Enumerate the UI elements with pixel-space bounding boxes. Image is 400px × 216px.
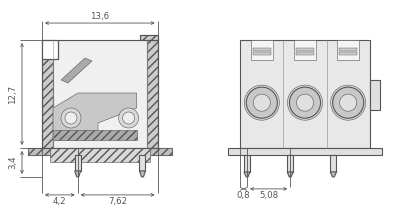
Circle shape bbox=[244, 85, 279, 120]
Circle shape bbox=[296, 94, 314, 111]
Polygon shape bbox=[42, 40, 53, 148]
Text: 3,4: 3,4 bbox=[8, 156, 18, 169]
Polygon shape bbox=[287, 155, 293, 172]
Polygon shape bbox=[296, 48, 314, 51]
Polygon shape bbox=[370, 80, 380, 110]
Circle shape bbox=[61, 108, 81, 128]
Polygon shape bbox=[339, 52, 358, 55]
Polygon shape bbox=[42, 40, 58, 59]
Circle shape bbox=[65, 112, 77, 124]
Polygon shape bbox=[339, 48, 358, 51]
Polygon shape bbox=[287, 172, 293, 177]
Polygon shape bbox=[240, 40, 370, 148]
Polygon shape bbox=[330, 172, 336, 177]
Polygon shape bbox=[244, 155, 250, 172]
Polygon shape bbox=[296, 52, 314, 55]
Circle shape bbox=[122, 112, 134, 124]
Polygon shape bbox=[250, 40, 273, 60]
Polygon shape bbox=[75, 155, 81, 171]
Polygon shape bbox=[294, 40, 316, 60]
Circle shape bbox=[253, 94, 270, 111]
Text: 13,6: 13,6 bbox=[90, 11, 109, 21]
Polygon shape bbox=[53, 130, 136, 140]
Polygon shape bbox=[244, 172, 250, 177]
Polygon shape bbox=[61, 58, 92, 83]
Text: 12,7: 12,7 bbox=[8, 84, 18, 104]
Polygon shape bbox=[252, 52, 271, 55]
Circle shape bbox=[331, 85, 366, 120]
Polygon shape bbox=[140, 171, 146, 177]
Circle shape bbox=[288, 85, 322, 120]
Polygon shape bbox=[28, 148, 172, 155]
Polygon shape bbox=[146, 40, 158, 148]
Polygon shape bbox=[140, 35, 158, 40]
Polygon shape bbox=[50, 148, 150, 162]
Polygon shape bbox=[252, 48, 271, 51]
Polygon shape bbox=[75, 171, 81, 177]
Text: 0,8: 0,8 bbox=[237, 191, 250, 200]
Polygon shape bbox=[53, 93, 136, 140]
Polygon shape bbox=[228, 148, 382, 155]
Circle shape bbox=[118, 108, 139, 128]
Polygon shape bbox=[150, 148, 172, 155]
Polygon shape bbox=[330, 155, 336, 172]
Polygon shape bbox=[337, 40, 360, 60]
Polygon shape bbox=[53, 40, 146, 148]
Text: 4,2: 4,2 bbox=[53, 197, 67, 206]
Circle shape bbox=[246, 87, 277, 118]
Circle shape bbox=[333, 87, 364, 118]
Text: 7,62: 7,62 bbox=[108, 197, 127, 206]
Circle shape bbox=[340, 94, 357, 111]
Text: 5,08: 5,08 bbox=[259, 191, 278, 200]
Polygon shape bbox=[140, 155, 146, 171]
Polygon shape bbox=[28, 148, 50, 155]
Circle shape bbox=[290, 87, 320, 118]
